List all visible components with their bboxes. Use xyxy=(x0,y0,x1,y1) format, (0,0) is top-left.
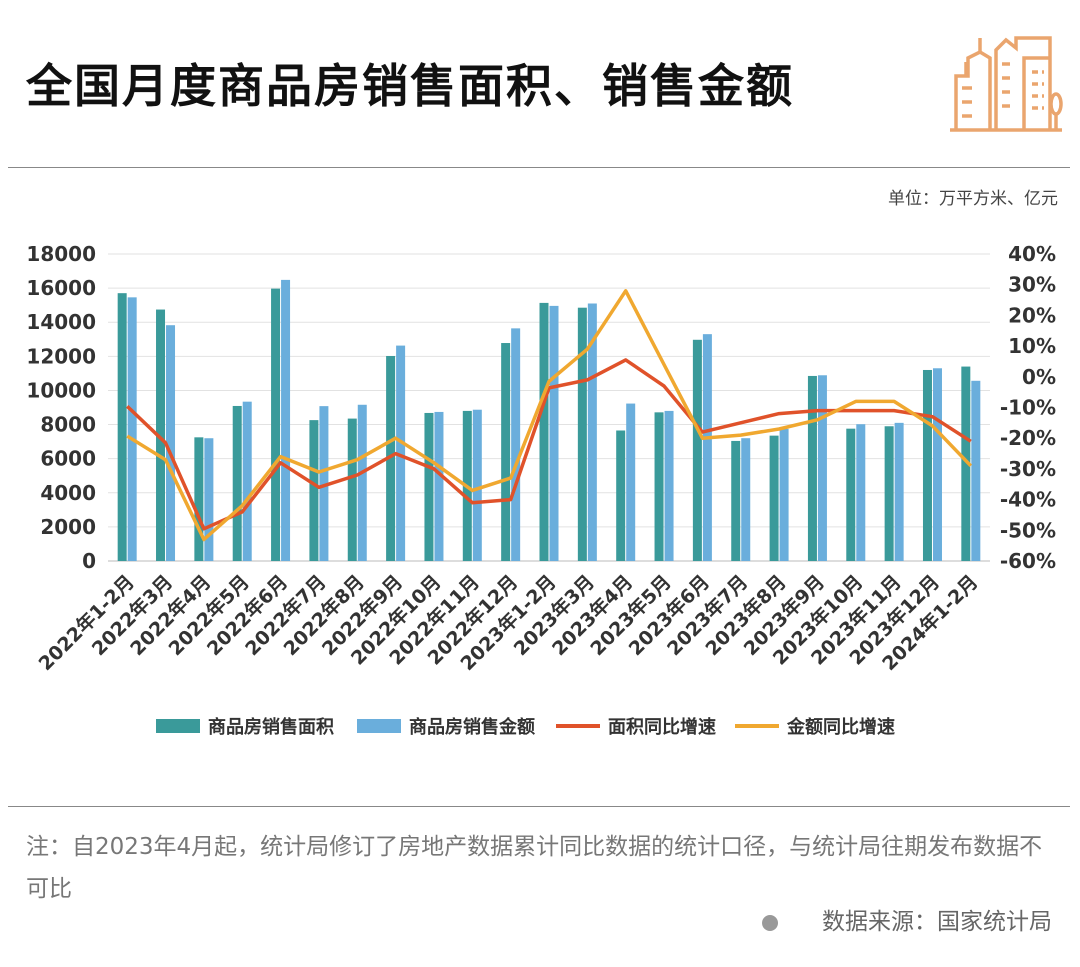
left-axis-tick-label: 8000 xyxy=(40,413,96,437)
bar-area xyxy=(271,288,281,561)
bar-area xyxy=(731,440,741,561)
bar-area xyxy=(922,369,932,561)
bar-amount xyxy=(319,406,329,561)
line-amount-yoy xyxy=(126,289,973,542)
bar-amount xyxy=(204,438,214,561)
bar-amount xyxy=(664,410,674,561)
bar-area xyxy=(692,339,702,561)
bar-area xyxy=(616,430,626,561)
legend-swatch xyxy=(357,719,401,733)
right-axis-tick-label: -40% xyxy=(1000,488,1056,512)
bar-area xyxy=(424,412,434,561)
unit-label: 单位：万平方米、亿元 xyxy=(888,189,1058,209)
bar-amount xyxy=(242,401,252,561)
left-axis-tick-label: 2000 xyxy=(40,515,96,539)
legend-swatch xyxy=(156,719,200,733)
bar-amount xyxy=(626,403,636,561)
data-source: 数据来源：国家统计局 xyxy=(762,902,1052,936)
bar-area xyxy=(769,435,779,561)
right-axis-tick-label: -50% xyxy=(1000,518,1056,542)
bar-area xyxy=(961,366,971,561)
right-axis-tick-label: 0% xyxy=(1022,365,1056,389)
bar-amount xyxy=(127,297,137,561)
legend-label: 商品房销售金额 xyxy=(409,716,535,738)
left-axis-tick-label: 6000 xyxy=(40,447,96,471)
source-text: 数据来源：国家统计局 xyxy=(822,909,1052,935)
bar-amount xyxy=(396,345,406,561)
left-axis-tick-label: 10000 xyxy=(26,378,96,402)
right-axis-tick-label: 40% xyxy=(1008,242,1056,266)
bar-amount xyxy=(856,424,866,561)
bar-area xyxy=(309,420,319,561)
bar-amount xyxy=(932,368,942,561)
bar-area xyxy=(347,418,357,561)
left-axis-tick-label: 18000 xyxy=(26,242,96,266)
bar-area xyxy=(577,307,587,561)
bar-area xyxy=(232,405,242,561)
right-axis-tick-label: -60% xyxy=(1000,549,1056,573)
left-axis-tick-label: 14000 xyxy=(26,310,96,334)
bottom-divider xyxy=(8,806,1070,807)
bar-area xyxy=(194,437,204,561)
bar-area xyxy=(807,375,817,561)
bar-amount xyxy=(817,375,827,561)
top-divider xyxy=(8,167,1070,168)
left-axis-tick-label: 12000 xyxy=(26,344,96,368)
bar-area xyxy=(117,293,127,561)
right-axis-tick-label: -20% xyxy=(1000,426,1056,450)
right-axis-tick-label: -30% xyxy=(1000,457,1056,481)
right-axis-tick-label: 30% xyxy=(1008,273,1056,297)
bar-amount xyxy=(587,303,597,561)
legend-label: 面积同比增速 xyxy=(608,716,716,738)
bar-area xyxy=(501,343,511,561)
bar-area xyxy=(846,428,856,561)
left-axis-tick-label: 4000 xyxy=(40,481,96,505)
bullet-dot xyxy=(762,914,778,931)
sales-chart: 0 2000 4000 6000 8000 10000 12000 14000 16000 180… xyxy=(26,242,1056,738)
left-axis-tick-label: 0 xyxy=(82,549,96,573)
bar-amount xyxy=(894,422,904,561)
bar-amount xyxy=(281,279,291,561)
bar-amount xyxy=(166,325,176,561)
legend-label: 商品房销售面积 xyxy=(208,716,334,738)
bar-amount xyxy=(511,328,521,561)
building-icon xyxy=(950,36,1063,132)
right-axis-tick-label: 20% xyxy=(1008,303,1056,327)
right-axis-tick-label: -10% xyxy=(1000,396,1056,420)
left-axis-tick-label: 16000 xyxy=(26,276,96,300)
bar-amount xyxy=(357,404,367,561)
bar-area xyxy=(386,355,396,561)
footnote: 注：自2023年4月起，统计局修订了房地产数据累计同比数据的统计口径，与统计局往… xyxy=(26,834,1043,902)
legend-label: 金额同比增速 xyxy=(786,716,895,738)
right-axis-tick-label: 10% xyxy=(1008,334,1056,358)
bar-area xyxy=(156,309,166,561)
bar-amount xyxy=(549,305,559,561)
bar-area xyxy=(539,302,549,561)
bar-amount xyxy=(472,409,482,561)
page-title: 全国月度商品房销售面积、销售金额 xyxy=(26,59,794,113)
line-area-yoy xyxy=(125,358,972,531)
bar-area xyxy=(884,426,894,561)
bar-amount xyxy=(741,438,751,561)
bar-amount xyxy=(779,428,789,561)
bar-amount xyxy=(702,334,712,561)
bar-amount xyxy=(434,411,444,561)
bar-area xyxy=(654,412,664,561)
bar-amount xyxy=(971,380,981,561)
